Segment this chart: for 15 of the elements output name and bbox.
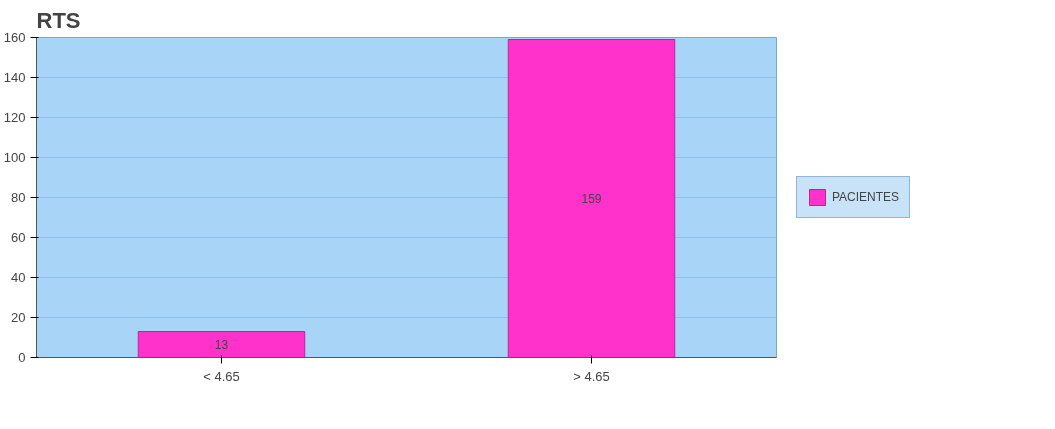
y-tick-label: 140	[3, 70, 26, 85]
data-label: 13	[214, 338, 229, 352]
data-label: 159	[581, 192, 602, 206]
legend-label: PACIENTES	[832, 190, 900, 204]
y-tick-label: 160	[3, 30, 26, 45]
chart-title: RTS	[36, 7, 81, 33]
y-tick-label: 20	[11, 310, 26, 325]
x-tick-label: < 4.65	[203, 368, 240, 384]
y-tick-label: 60	[11, 230, 26, 245]
y-tick-label: 120	[3, 110, 26, 125]
y-tick-label: 80	[11, 190, 26, 205]
y-tick-label: 0	[18, 350, 26, 365]
x-tick-label: > 4.65	[573, 368, 610, 384]
y-tick-label: 100	[3, 150, 26, 165]
y-tick-label: 40	[11, 270, 26, 285]
